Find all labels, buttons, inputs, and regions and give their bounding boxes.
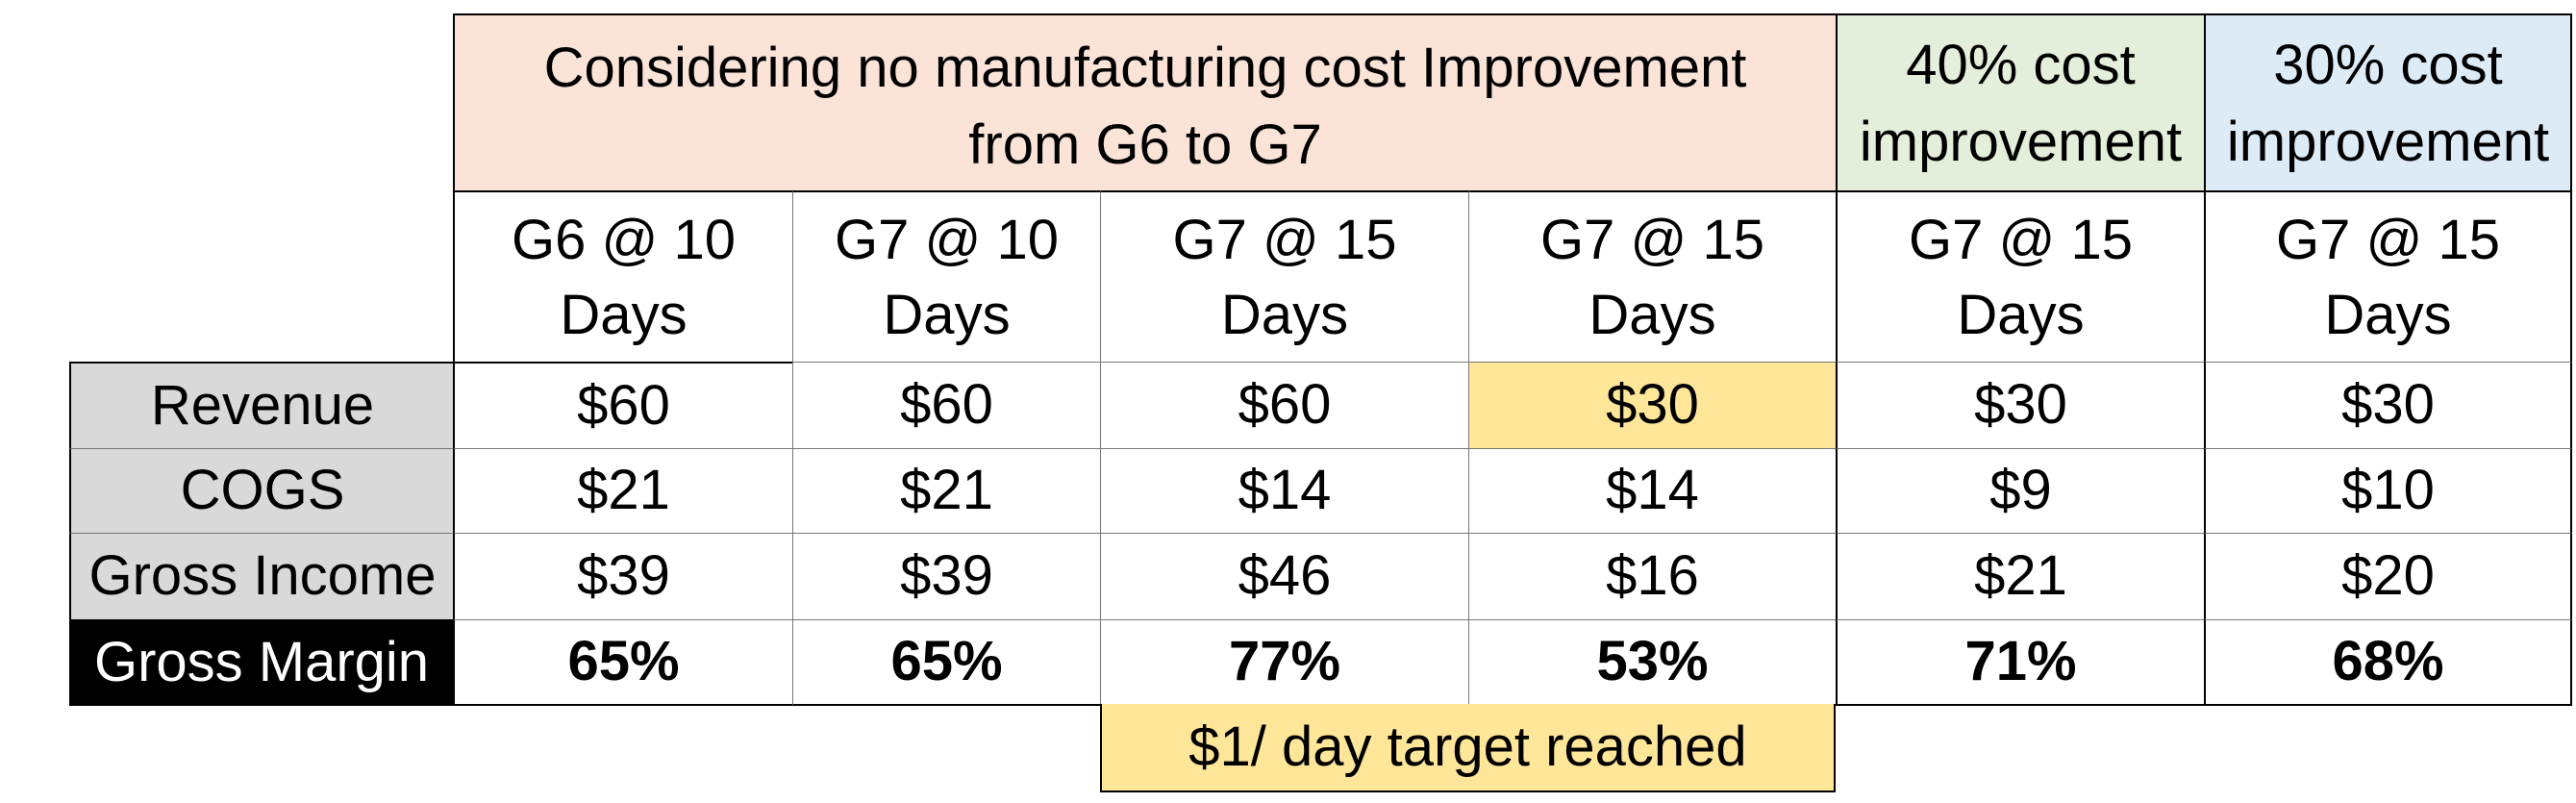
column-header-4-line1: G7 @ 15 bbox=[1540, 208, 1764, 271]
column-header-2-line1: G7 @ 10 bbox=[835, 208, 1059, 271]
cell-cogs-3: $14 bbox=[1100, 448, 1468, 533]
header-group-no-improvement-text: Considering no manufacturing cost Improv… bbox=[543, 36, 1747, 176]
cell-revenue-4-highlighted: $30 bbox=[1468, 362, 1836, 448]
header-group-no-improvement: Considering no manufacturing cost Improv… bbox=[453, 13, 1836, 192]
column-header-5: G7 @ 15 Days bbox=[1836, 190, 2204, 364]
column-header-3-line1: G7 @ 15 bbox=[1172, 208, 1397, 271]
cell-gross-margin-2: 65% bbox=[792, 619, 1100, 706]
row-label-gross-income-text: Gross Income bbox=[88, 544, 437, 608]
column-header-1-line1: G6 @ 10 bbox=[512, 208, 736, 271]
row-label-revenue: Revenue bbox=[69, 362, 454, 448]
column-header-1: G6 @ 10 Days bbox=[453, 190, 792, 364]
column-header-3-line2: Days bbox=[1220, 284, 1349, 346]
cell-gross-income-2: $39 bbox=[792, 533, 1100, 619]
cell-cogs-4: $14 bbox=[1468, 448, 1836, 533]
header-group-30-percent-text: 30% cost improvement bbox=[2226, 33, 2550, 173]
column-header-5-line2: Days bbox=[1957, 284, 2085, 346]
cell-revenue-1: $60 bbox=[453, 362, 792, 448]
column-header-6-line2: Days bbox=[2324, 284, 2452, 346]
row-label-cogs-text: COGS bbox=[180, 459, 345, 522]
cell-gross-income-6: $20 bbox=[2204, 533, 2572, 619]
column-header-4: G7 @ 15 Days bbox=[1468, 190, 1836, 364]
row-label-cogs: COGS bbox=[69, 448, 454, 533]
row-label-gross-income: Gross Income bbox=[69, 533, 454, 619]
cell-gross-margin-6: 68% bbox=[2204, 619, 2572, 706]
header-group-40-percent-text: 40% cost improvement bbox=[1859, 33, 2183, 173]
column-header-1-line2: Days bbox=[560, 284, 688, 346]
row-label-revenue-text: Revenue bbox=[150, 373, 375, 437]
row-label-gross-margin-text: Gross Margin bbox=[93, 630, 430, 693]
cell-gross-income-5: $21 bbox=[1836, 533, 2204, 619]
cell-gross-income-1: $39 bbox=[453, 533, 792, 619]
column-header-2: G7 @ 10 Days bbox=[792, 190, 1100, 364]
cell-cogs-2: $21 bbox=[792, 448, 1100, 533]
cell-cogs-1: $21 bbox=[453, 448, 792, 533]
cell-gross-income-3: $46 bbox=[1100, 533, 1468, 619]
cell-gross-margin-1: 65% bbox=[453, 619, 792, 706]
cell-revenue-6: $30 bbox=[2204, 362, 2572, 448]
target-reached-note: $1/ day target reached bbox=[1100, 704, 1836, 792]
column-header-5-line1: G7 @ 15 bbox=[1909, 208, 2133, 271]
cell-revenue-5: $30 bbox=[1836, 362, 2204, 448]
cell-gross-income-4: $16 bbox=[1468, 533, 1836, 619]
header-group-40-percent: 40% cost improvement bbox=[1836, 13, 2204, 192]
cell-cogs-5: $9 bbox=[1836, 448, 2204, 533]
cell-revenue-2: $60 bbox=[792, 362, 1100, 448]
column-header-4-line2: Days bbox=[1588, 284, 1716, 346]
column-header-6: G7 @ 15 Days bbox=[2204, 190, 2572, 364]
column-header-6-line1: G7 @ 15 bbox=[2276, 208, 2500, 271]
row-label-gross-margin: Gross Margin bbox=[69, 619, 454, 706]
cell-cogs-6: $10 bbox=[2204, 448, 2572, 533]
cell-revenue-3: $60 bbox=[1100, 362, 1468, 448]
column-header-2-line2: Days bbox=[883, 284, 1011, 346]
header-group-30-percent: 30% cost improvement bbox=[2204, 13, 2572, 192]
cell-gross-margin-3: 77% bbox=[1100, 619, 1468, 706]
cell-gross-margin-5: 71% bbox=[1836, 619, 2204, 706]
column-header-3: G7 @ 15 Days bbox=[1100, 190, 1468, 364]
cell-gross-margin-4: 53% bbox=[1468, 619, 1836, 706]
